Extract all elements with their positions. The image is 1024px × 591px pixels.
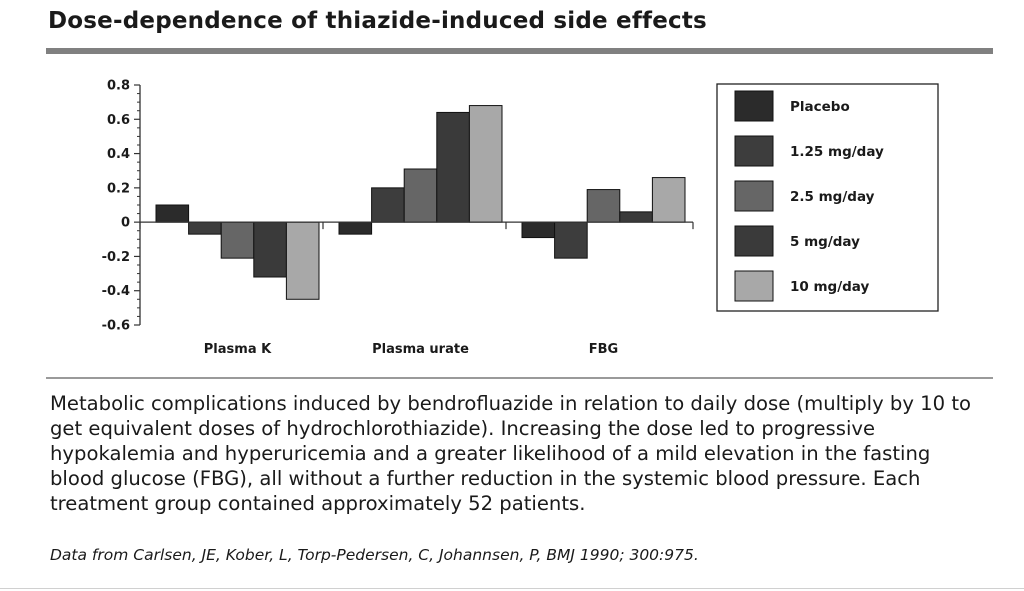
bar <box>285 221 320 300</box>
title-divider <box>46 48 993 54</box>
bar <box>554 221 588 259</box>
y-tick-label: 0.6 <box>107 113 130 128</box>
chart-legend: Placebo 1.25 mg/day 2.5 mg/day 5 mg/day 10 m… <box>716 83 939 312</box>
legend-label: 10 mg/day <box>790 279 870 295</box>
legend-swatch <box>734 90 774 122</box>
bar <box>521 221 556 239</box>
legend-label: Placebo <box>790 99 850 115</box>
bottom-border <box>0 588 1024 589</box>
legend-label: 2.5 mg/day <box>790 189 875 205</box>
page-title: Dose-dependence of thiazide-induced side… <box>48 8 707 34</box>
y-tick-label: 0.4 <box>107 147 130 162</box>
x-category-label: FBG <box>589 342 618 357</box>
y-tick-label: 0 <box>121 216 130 231</box>
legend-label: 1.25 mg/day <box>790 144 884 160</box>
y-tick-label: 0.8 <box>107 79 130 94</box>
figure-caption: Metabolic complications induced by bendr… <box>50 392 972 515</box>
legend-swatch <box>734 180 774 212</box>
data-source: Data from Carlsen, JE, Kober, L, Torp-Pe… <box>50 546 699 564</box>
bar <box>220 221 255 259</box>
bar <box>155 204 190 223</box>
bar <box>371 187 405 223</box>
bar <box>338 221 373 235</box>
bar <box>586 189 621 223</box>
legend-swatch <box>734 135 774 167</box>
legend-label: 5 mg/day <box>790 234 860 250</box>
y-tick-label: -0.2 <box>102 250 130 265</box>
caption-divider <box>46 377 993 379</box>
bar <box>188 221 222 235</box>
bar <box>253 221 287 278</box>
legend-swatch <box>734 225 774 257</box>
bar <box>403 168 438 223</box>
y-tick-label: 0.2 <box>107 181 130 196</box>
x-category-label: Plasma urate <box>372 342 469 357</box>
bar <box>619 211 653 223</box>
plot-area: 0.8 0.6 0.4 0.2 0 -0.2 -0.4 -0.6 Plasma K Plasma … <box>102 79 694 357</box>
bar <box>468 105 503 223</box>
bar-chart: 0.8 0.6 0.4 0.2 0 -0.2 -0.4 -0.6 Plasma K Plasma … <box>102 79 939 357</box>
y-tick-label: -0.6 <box>102 319 130 334</box>
bar <box>651 177 686 223</box>
bar <box>436 111 470 223</box>
y-tick-label: -0.4 <box>102 284 130 299</box>
x-category-label: Plasma K <box>204 342 272 357</box>
legend-swatch <box>734 270 774 302</box>
